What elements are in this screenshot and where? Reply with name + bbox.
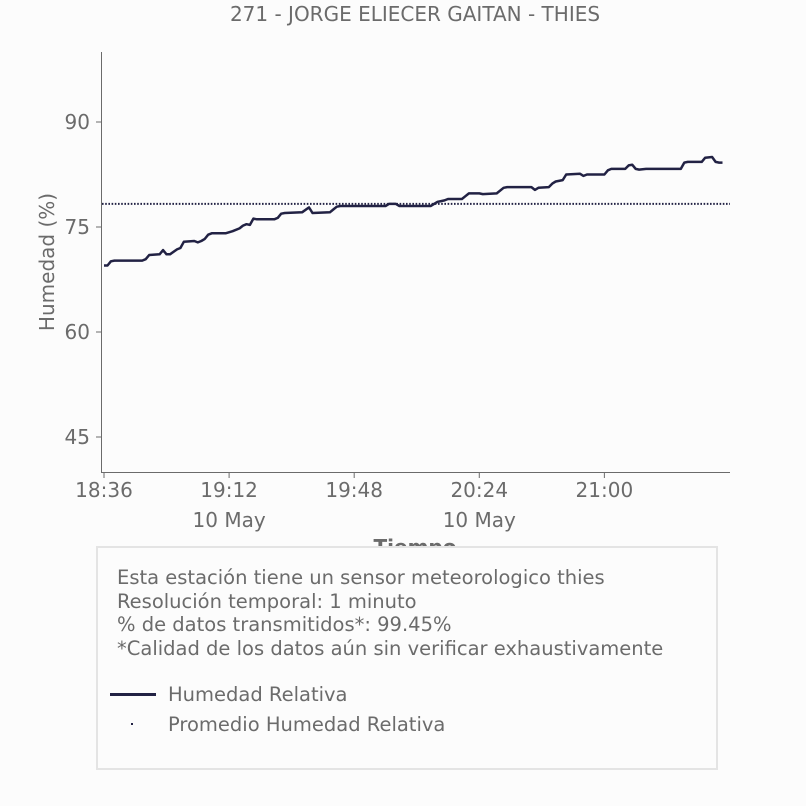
- info-line-sensor: Esta estación tiene un sensor meteorolog…: [117, 566, 605, 589]
- y-axis-label: Humedad (%): [35, 193, 59, 331]
- x-tick-label: 19:12: [200, 478, 258, 502]
- legend-dot-swatch: [110, 714, 156, 734]
- y-tick-label: 60: [65, 320, 90, 344]
- legend-line-swatch: [110, 684, 156, 704]
- chart-title: 271 - JORGE ELIECER GAITAN - THIES: [230, 2, 600, 26]
- x-ticks: 18:36 19:12 10 May 19:48 20:24 10 May 21:00: [75, 473, 633, 532]
- legend-item-promedio: Promedio Humedad Relativa: [110, 712, 445, 736]
- series-layer: [102, 155, 730, 267]
- x-tick-label: 20:24: [450, 478, 508, 502]
- y-ticks: 45 60 75 90: [65, 110, 101, 449]
- legend-label: Promedio Humedad Relativa: [168, 712, 446, 736]
- info-line-transmitted: % de datos transmitidos*: 99.45%: [117, 613, 452, 636]
- y-tick-label: 45: [65, 425, 90, 449]
- x-tick-date-label: 10 May: [443, 508, 516, 532]
- info-line-resolution: Resolución temporal: 1 minuto: [117, 589, 417, 613]
- x-tick-label: 18:36: [75, 478, 133, 502]
- legend-label: Humedad Relativa: [168, 682, 348, 706]
- x-tick-label: 19:48: [325, 478, 383, 502]
- info-line-quality-note: *Calidad de los datos aún sin verificar …: [117, 636, 664, 660]
- info-legend-box: Esta estación tiene un sensor meteorolog…: [96, 546, 718, 770]
- x-tick-label: 21:00: [576, 478, 634, 502]
- series-humedad-relativa: [104, 155, 723, 267]
- y-tick-label: 75: [65, 215, 90, 239]
- station-info: Esta estación tiene un sensor meteorolog…: [117, 566, 663, 660]
- y-tick-label: 90: [65, 110, 90, 134]
- x-tick-date-label: 10 May: [193, 508, 266, 532]
- legend-item-humedad-relativa: Humedad Relativa: [110, 682, 348, 706]
- humidity-chart: 271 - JORGE ELIECER GAITAN - THIES Humed…: [35, 2, 730, 559]
